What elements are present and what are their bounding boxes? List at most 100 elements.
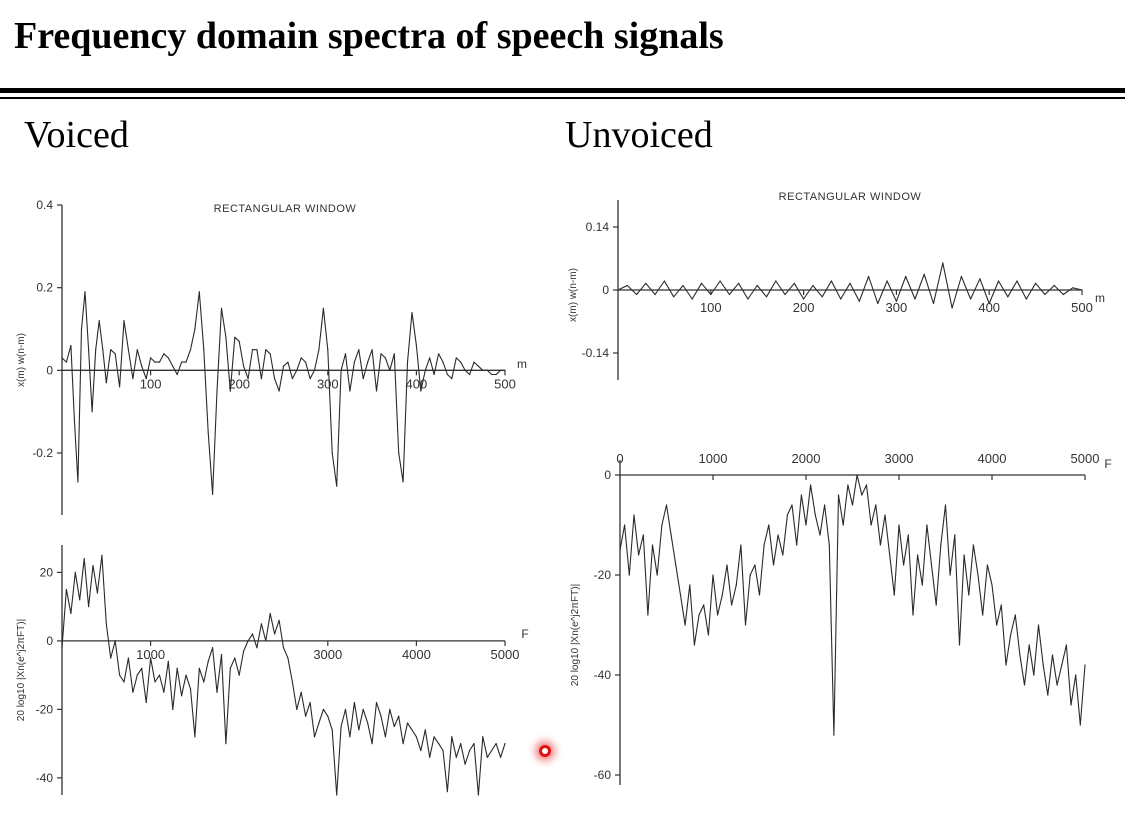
unvoiced-time-point [830, 280, 833, 282]
voiced-time-point [225, 336, 227, 338]
voiced-spectrum-point [114, 640, 116, 642]
voiced-time-ytick-label: 0.2 [36, 281, 53, 295]
voiced-spectrum-point [420, 749, 422, 752]
unvoiced-time-series-line [617, 262, 1083, 309]
unvoiced-spectrum-point [1037, 624, 1040, 626]
unvoiced-spectrum-ytick-label: -60 [594, 768, 612, 782]
voiced-spectrum-xtick-label: 4000 [402, 647, 431, 662]
unvoiced-spectrum-point [837, 494, 840, 496]
unvoiced-time-point [877, 302, 879, 305]
voiced-spectrum-point [402, 743, 404, 745]
unvoiced-time-point [765, 296, 768, 298]
voiced-time-point [460, 361, 462, 363]
voiced-spectrum-point [486, 756, 488, 758]
voiced-spectrum-point [300, 691, 302, 693]
voiced-time-point [251, 349, 254, 351]
unvoiced-spectrum-point [898, 524, 900, 526]
unvoiced-spectrum-point [1000, 604, 1002, 606]
voiced-time-point [318, 349, 320, 351]
voiced-spectrum-point [327, 715, 329, 717]
unvoiced-time-title: RECTANGULAR WINDOW [779, 191, 922, 203]
voiced-spectrum-point [274, 633, 276, 635]
unvoiced-time-point [914, 298, 916, 300]
voiced-spectrum-point [176, 667, 178, 669]
unvoiced-spectrum-point [1047, 694, 1049, 696]
voiced-time-xtick-label: 500 [494, 376, 516, 391]
voiced-spectrum-point [65, 588, 67, 591]
unvoiced-spectrum-point [1070, 704, 1072, 706]
voiced-spectrum-point [433, 736, 435, 738]
unvoiced-time-point [682, 284, 684, 287]
voiced-spectrum-point [83, 558, 85, 560]
unvoiced-spectrum-point [777, 534, 779, 536]
unvoiced-spectrum-point [693, 644, 696, 646]
voiced-time-point [167, 357, 169, 359]
voiced-time-point [141, 365, 143, 367]
voiced-spectrum-ytick-label: -40 [36, 771, 54, 785]
unvoiced-time-point [942, 262, 944, 264]
voiced-time-point [229, 390, 231, 392]
unvoiced-spectrum-point [879, 544, 882, 546]
voiced-time-point [181, 361, 183, 363]
unvoiced-heading: Unvoiced [565, 114, 713, 156]
voiced-spectrum-point [185, 674, 187, 676]
voiced-time-point [150, 357, 152, 359]
voiced-spectrum-point [269, 612, 271, 615]
unvoiced-spectrum-point [963, 554, 965, 556]
unvoiced-spectrum-point [814, 514, 816, 516]
voiced-time-point [327, 349, 329, 351]
unvoiced-spectrum-point [1061, 664, 1063, 666]
voiced-time-point [486, 369, 488, 371]
unvoiced-spectrum-xtick-label: 1000 [699, 451, 728, 466]
voiced-time-point [278, 390, 280, 392]
voiced-time-point [469, 373, 471, 376]
unvoiced-spectrum-point [721, 594, 723, 596]
voiced-time-ytick-label: 0 [46, 363, 53, 377]
unvoiced-spectrum-point [810, 484, 812, 486]
unvoiced-spectrum-point [940, 544, 942, 546]
voiced-time-point [429, 357, 431, 359]
voiced-spectrum-point [194, 736, 196, 738]
voiced-spectrum-point [136, 674, 138, 676]
voiced-time-point [375, 390, 378, 392]
voiced-time-point [331, 452, 333, 454]
unvoiced-time-point [1035, 282, 1037, 284]
voiced-time-point [362, 378, 364, 380]
voiced-time-ytick-label: -0.2 [32, 446, 53, 460]
voiced-spectrum-point [367, 722, 369, 724]
unvoiced-time-point [951, 307, 953, 309]
unvoiced-time-point [756, 284, 758, 287]
voiced-time-point [402, 481, 404, 483]
unvoiced-time-point [1025, 298, 1027, 300]
voiced-spectrum-point [398, 715, 400, 717]
voiced-time-series-line [61, 291, 505, 495]
unvoiced-spectrum-point [800, 494, 803, 496]
voiced-time-point [73, 419, 75, 421]
voiced-spectrum-point [79, 599, 81, 601]
unvoiced-spectrum-point [865, 484, 868, 486]
voiced-spectrum-point [105, 623, 107, 625]
voiced-time-point [349, 390, 351, 392]
unvoiced-time-xlabel: m [1095, 291, 1105, 305]
unvoiced-time-ytick-label: 0 [602, 283, 609, 297]
voiced-time-point [380, 353, 382, 355]
unvoiced-time-point [979, 278, 981, 280]
voiced-time-point [336, 485, 338, 487]
unvoiced-time-point [821, 296, 823, 298]
voiced-spectrum-point [181, 695, 183, 697]
voiced-spectrum-point [495, 743, 497, 745]
unvoiced-spectrum-point [824, 504, 826, 506]
voiced-spectrum-point [353, 701, 355, 704]
voiced-spectrum-point [371, 743, 373, 745]
voiced-time-point [411, 311, 413, 314]
unvoiced-spectrum-point [791, 504, 793, 506]
unvoiced-spectrum-point [926, 524, 928, 526]
voiced-spectrum-point [504, 743, 506, 745]
voiced-time-point [371, 349, 373, 351]
voiced-spectrum-point [96, 592, 98, 594]
unvoiced-time-point [793, 282, 795, 284]
unvoiced-time-point [626, 284, 628, 287]
unvoiced-time-point [988, 302, 990, 305]
voiced-time-point [220, 307, 223, 309]
